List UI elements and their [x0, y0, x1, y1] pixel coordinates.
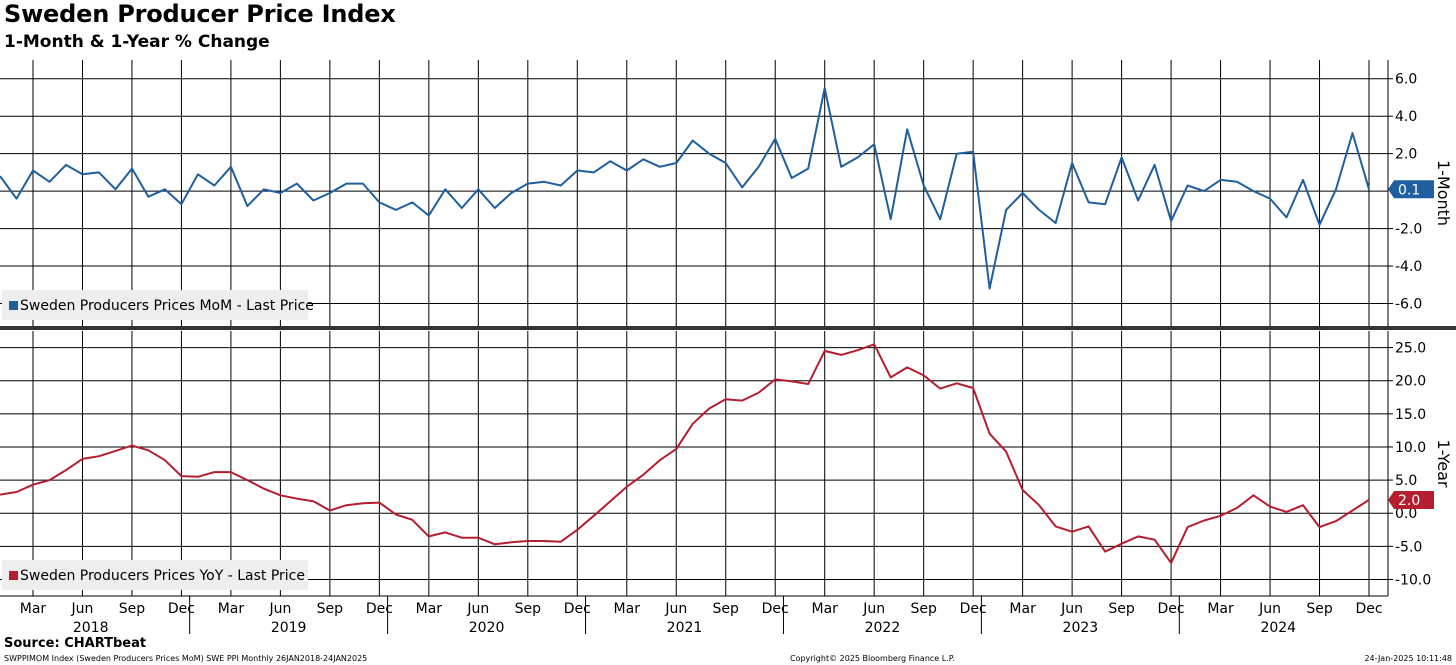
legend-box-mom	[2, 290, 308, 320]
legend-label-yoy: Sweden Producers Prices YoY - Last Price	[20, 568, 305, 584]
x-tick-month-23: Dec	[1158, 601, 1185, 617]
x-tick-month-7: Dec	[366, 601, 393, 617]
x-tick-month-19: Dec	[960, 601, 987, 617]
x-tick-month-20: Mar	[1009, 601, 1036, 617]
x-tick-month-11: Dec	[564, 601, 591, 617]
ytick-label-yoy-5: 0.0	[1395, 506, 1417, 522]
x-tick-month-3: Dec	[168, 601, 195, 617]
chart-subtitle: 1-Month & 1-Year % Change	[4, 32, 270, 52]
last-value-label-mom: 0.1	[1398, 182, 1420, 198]
ytick-label-yoy-3: 10.0	[1395, 440, 1426, 456]
x-tick-month-14: Sep	[713, 601, 740, 617]
x-tick-year-1: 2019	[271, 620, 307, 636]
legend-box-yoy	[2, 560, 308, 590]
source-note: Source: CHARTbeat	[4, 636, 147, 651]
series-line-mom	[0, 87, 1370, 290]
x-tick-year-2: 2020	[469, 620, 505, 636]
x-tick-month-27: Dec	[1355, 601, 1382, 617]
x-tick-month-18: Sep	[910, 601, 937, 617]
series-layer	[0, 87, 1370, 564]
x-tick-month-0: Mar	[20, 601, 47, 617]
x-tick-year-3: 2021	[667, 620, 703, 636]
footer-copyright: Copyright© 2025 Bloomberg Finance L.P.	[790, 654, 955, 663]
axis-title-yoy: 1-Year	[1434, 440, 1453, 488]
legend-swatch-mom	[9, 301, 18, 310]
x-tick-month-24: Mar	[1207, 601, 1234, 617]
chart-title: Sweden Producer Price Index	[4, 0, 396, 28]
x-tick-month-10: Sep	[515, 601, 542, 617]
x-tick-month-21: Jun	[1060, 601, 1083, 617]
legend-swatch-yoy	[9, 571, 18, 580]
ytick-label-yoy-2: 15.0	[1395, 407, 1426, 423]
x-tick-month-9: Jun	[466, 601, 489, 617]
x-tick-month-15: Dec	[762, 601, 789, 617]
x-tick-month-25: Jun	[1258, 601, 1281, 617]
x-tick-month-6: Sep	[317, 601, 344, 617]
ytick-label-mom-2: 2.0	[1395, 147, 1417, 163]
x-tick-month-13: Jun	[664, 601, 687, 617]
legend-layer: Sweden Producers Prices MoM - Last Price…	[2, 290, 314, 590]
x-tick-month-2: Sep	[119, 601, 146, 617]
x-tick-month-26: Sep	[1306, 601, 1333, 617]
x-tick-year-5: 2023	[1063, 620, 1099, 636]
ytick-label-yoy-4: 5.0	[1395, 473, 1417, 489]
panel-separator	[0, 326, 1456, 330]
footer-ticker-info: SWPPIMOM Index (Sweden Producers Prices …	[4, 654, 368, 663]
footer-timestamp: 24-Jan-2025 10:11:48	[1364, 654, 1452, 663]
ytick-label-yoy-1: 20.0	[1395, 374, 1426, 390]
last-value-tag-yoy	[1388, 490, 1434, 509]
x-tick-month-1: Jun	[71, 601, 94, 617]
x-tick-month-16: Mar	[811, 601, 838, 617]
last-value-label-yoy: 2.0	[1398, 493, 1420, 509]
x-tick-month-4: Mar	[218, 601, 245, 617]
x-tick-month-17: Jun	[862, 601, 885, 617]
x-tick-month-5: Jun	[268, 601, 291, 617]
x-tick-year-4: 2022	[865, 620, 901, 636]
legend-label-mom: Sweden Producers Prices MoM - Last Price	[20, 298, 314, 314]
ytick-label-yoy-0: 25.0	[1395, 341, 1426, 357]
last-value-tag-mom	[1388, 180, 1434, 199]
series-line-yoy	[0, 343, 1370, 564]
ytick-label-mom-0: 6.0	[1395, 72, 1417, 88]
ytick-label-mom-1: 4.0	[1395, 109, 1417, 125]
x-tick-month-8: Mar	[416, 601, 443, 617]
x-tick-year-6: 2024	[1260, 620, 1296, 636]
x-tick-year-0: 2018	[73, 620, 109, 636]
ytick-label-mom-4: -4.0	[1395, 259, 1422, 275]
axis-title-mom: 1-Month	[1434, 160, 1453, 226]
grid-layer	[0, 60, 1388, 596]
ytick-label-yoy-7: -10.0	[1395, 572, 1431, 588]
axis-layer: 6.0 4.0 2.0 -2.0 -4.0 -6.0 0.1 1-Month 25.0 20.0 1…	[0, 60, 1456, 636]
ytick-label-mom-5: -6.0	[1395, 297, 1422, 313]
x-tick-month-22: Sep	[1108, 601, 1135, 617]
ytick-label-yoy-6: -5.0	[1395, 539, 1422, 555]
ytick-label-mom-3: -2.0	[1395, 222, 1422, 238]
x-tick-month-12: Mar	[614, 601, 641, 617]
